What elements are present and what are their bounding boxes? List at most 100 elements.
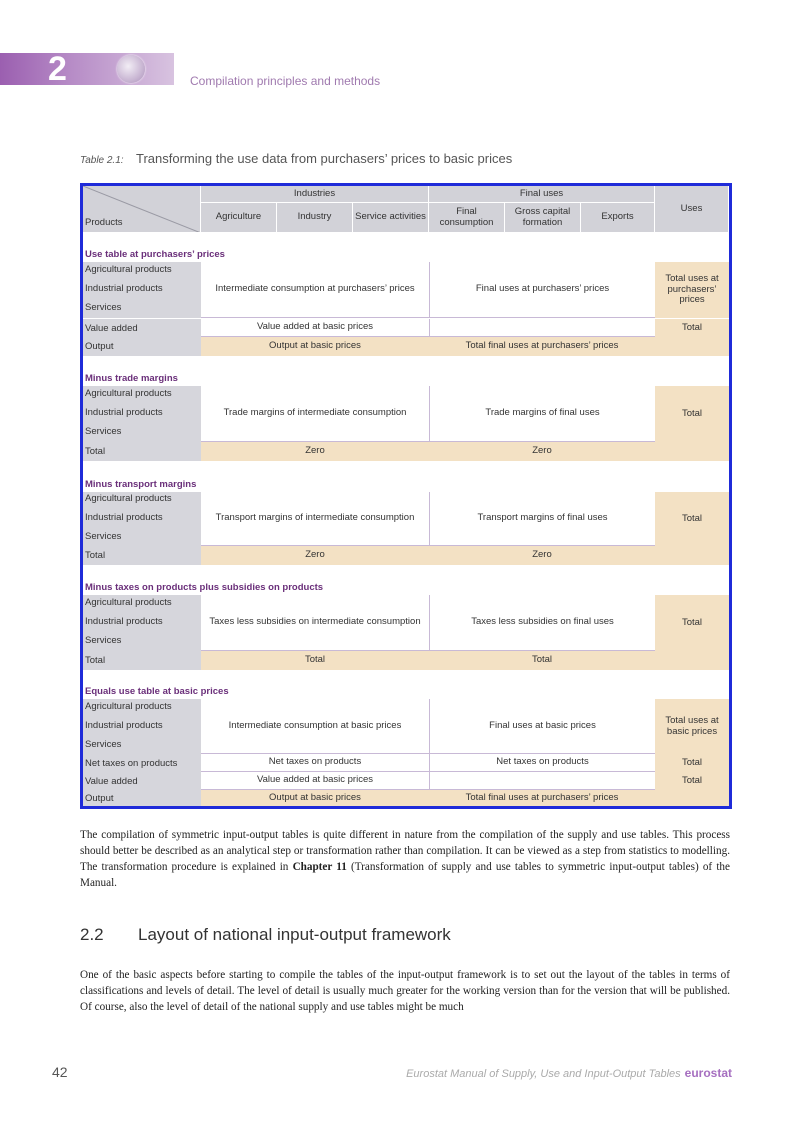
chapter-header-bar — [0, 53, 174, 85]
s2-final-uses: Trade margins of final uses — [429, 386, 655, 442]
table-label: Table 2.1: — [80, 155, 124, 166]
s1-output: Output at basic prices — [201, 337, 429, 356]
s2-zero-ic: Zero — [201, 442, 429, 461]
s2-products-block: Agricultural products Industrial product… — [83, 386, 201, 442]
s1-ind: Industrial products — [85, 283, 163, 294]
s5-value-added-empty — [429, 772, 655, 790]
gross-capital-formation-header: Gross capital formation — [505, 203, 581, 233]
s5-agri: Agricultural products — [85, 701, 172, 712]
chapter-logo-icon — [117, 55, 145, 83]
s4-total-fu: Total — [429, 651, 655, 670]
s5-output: Output at basic prices — [201, 790, 429, 806]
s2-intermediate: Trade margins of intermediate consumptio… — [201, 386, 429, 442]
s3-ind: Industrial products — [85, 512, 163, 523]
section-transport-margins-title: Minus transport margins — [83, 476, 729, 492]
s1-output-label: Output — [83, 337, 201, 356]
s2-total-corner — [655, 442, 729, 461]
s3-total-label: Total — [83, 546, 201, 565]
s5-net-taxes-label: Net taxes on products — [83, 754, 201, 772]
s1-value-added-total: Total — [655, 319, 729, 337]
s4-total-ic: Total — [201, 651, 429, 670]
s3-zero-ic: Zero — [201, 546, 429, 565]
s2-zero-fu: Zero — [429, 442, 655, 461]
s5-total-final-uses: Total final uses at purchasers’ prices — [429, 790, 655, 806]
footer-manual-title: Eurostat Manual of Supply, Use and Input… — [406, 1068, 681, 1080]
s1-total-uses: Total uses at purchasers’ prices — [655, 262, 729, 318]
exports-header: Exports — [581, 203, 655, 233]
s4-products-block: Agricultural products Industrial product… — [83, 595, 201, 651]
s5-net-taxes-total: Total — [655, 754, 729, 772]
section-trade-margins-title: Minus trade margins — [83, 370, 729, 386]
section-number: 2.2 — [80, 925, 104, 944]
s5-value-added-label: Value added — [83, 772, 201, 790]
table-caption: Table 2.1: Transforming the use data fro… — [80, 150, 512, 168]
section-basic-prices-title: Equals use table at basic prices — [83, 683, 729, 699]
s3-intermediate: Transport margins of intermediate consum… — [201, 492, 429, 546]
page-number: 42 — [52, 1064, 68, 1080]
s4-intermediate: Taxes less subsidies on intermediate con… — [201, 595, 429, 651]
para1-text-a: The compilation of symmetric input-outpu… — [80, 829, 730, 873]
s5-total-uses: Total uses at basic prices — [655, 699, 729, 754]
para1-text-b: (Transformation of supply and use tables… — [80, 861, 730, 889]
s4-total-label: Total — [83, 651, 201, 670]
s5-value-added-total: Total — [655, 772, 729, 790]
s1-agri: Agricultural products — [85, 264, 172, 275]
s5-value-added: Value added at basic prices — [201, 772, 429, 790]
use-table: Products Industries Final uses Uses Agri… — [80, 183, 732, 809]
s4-total: Total — [655, 595, 729, 651]
section-use-purchasers-title: Use table at purchasers’ prices — [83, 246, 729, 262]
s4-total-corner — [655, 651, 729, 670]
service-activities-header: Service activities — [353, 203, 429, 233]
section-title: Layout of national input-output framewor… — [138, 925, 451, 944]
section-heading: 2.2 Layout of national input-output frame… — [80, 925, 451, 945]
para1-chapter-ref: Chapter 11 — [292, 861, 347, 873]
table-title: Transforming the use data from purchaser… — [136, 151, 513, 166]
s1-value-added-empty — [429, 319, 655, 337]
industry-header: Industry — [277, 203, 353, 233]
paragraph-compilation: The compilation of symmetric input-outpu… — [80, 827, 730, 891]
s5-products-block: Agricultural products Industrial product… — [83, 699, 201, 754]
s1-products-block: Agricultural products Industrial product… — [83, 262, 201, 318]
s1-final-uses: Final uses at purchasers’ prices — [429, 262, 655, 318]
s1-output-corner — [655, 337, 729, 356]
s5-intermediate: Intermediate consumption at basic prices — [201, 699, 429, 754]
final-uses-header: Final uses — [429, 186, 655, 203]
s2-agri: Agricultural products — [85, 388, 172, 399]
s4-final-uses: Taxes less subsidies on final uses — [429, 595, 655, 651]
s3-final-uses: Transport margins of final uses — [429, 492, 655, 546]
s2-total-label: Total — [83, 442, 201, 461]
paragraph-layout: One of the basic aspects before starting… — [80, 969, 730, 1013]
uses-header: Uses — [655, 186, 729, 233]
s5-net-taxes-fu: Net taxes on products — [429, 754, 655, 772]
chapter-title: Compilation principles and methods — [190, 74, 381, 88]
s2-serv: Services — [85, 426, 122, 437]
s3-serv: Services — [85, 531, 122, 542]
s4-ind: Industrial products — [85, 616, 163, 627]
s1-total-final-uses: Total final uses at purchasers’ prices — [429, 337, 655, 356]
s5-serv: Services — [85, 739, 122, 750]
products-header: Products — [85, 217, 123, 228]
chapter-number: 2 — [48, 50, 67, 88]
s3-agri: Agricultural products — [85, 493, 172, 504]
s3-total: Total — [655, 492, 729, 546]
footer-brand: eurostat — [684, 1066, 732, 1080]
s2-total: Total — [655, 386, 729, 442]
s5-final-uses: Final uses at basic prices — [429, 699, 655, 754]
agriculture-header: Agriculture — [201, 203, 277, 233]
s5-ind: Industrial products — [85, 720, 163, 731]
footer-title: Eurostat Manual of Supply, Use and Input… — [406, 1066, 732, 1080]
s5-output-corner — [655, 790, 729, 806]
section-taxes-title: Minus taxes on products plus subsidies o… — [83, 579, 729, 595]
s1-intermediate: Intermediate consumption at purchasers’ … — [201, 262, 429, 318]
s1-value-added: Value added at basic prices — [201, 319, 429, 337]
s5-output-label: Output — [83, 790, 201, 806]
s5-net-taxes-ic: Net taxes on products — [201, 754, 429, 772]
s3-total-corner — [655, 546, 729, 565]
s3-products-block: Agricultural products Industrial product… — [83, 492, 201, 546]
industries-header: Industries — [201, 186, 429, 203]
s3-zero-fu: Zero — [429, 546, 655, 565]
final-consumption-header: Final consumption — [429, 203, 505, 233]
s1-serv: Services — [85, 302, 122, 313]
s4-agri: Agricultural products — [85, 597, 172, 608]
corner-cell: Products — [83, 186, 201, 233]
